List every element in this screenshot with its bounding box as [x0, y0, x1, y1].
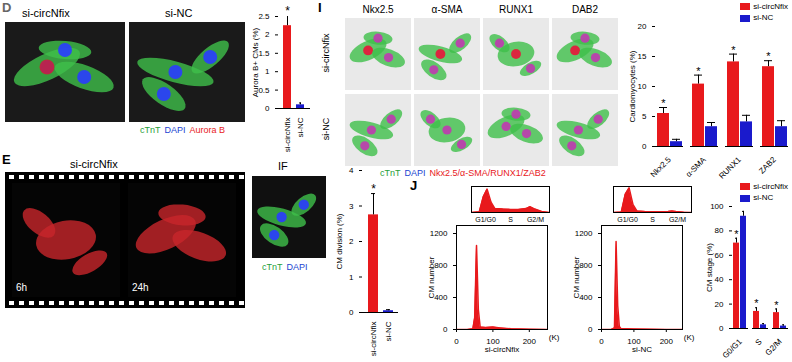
- html-text:si-NC: si-NC: [753, 193, 774, 203]
- html-text:cTnT DAPI: cTnT DAPI: [262, 262, 308, 272]
- html-text:si-circNfix: si-circNfix: [753, 2, 788, 12]
- svg-text:400: 400: [434, 293, 448, 302]
- svg-text:si-NC: si-NC: [296, 117, 305, 137]
- svg-text:2.5: 2.5: [258, 12, 270, 21]
- svg-text:G1/G0: G1/G0: [475, 216, 496, 223]
- svg-text:80: 80: [715, 226, 724, 235]
- html-text:si-circNfix: si-circNfix: [321, 33, 331, 73]
- svg-text:S: S: [650, 216, 655, 223]
- html-text:Nkx2.5: Nkx2.5: [362, 4, 394, 15]
- svg-text:*: *: [696, 65, 701, 77]
- svg-text:10: 10: [638, 82, 647, 91]
- svg-text:100: 100: [710, 202, 724, 211]
- html-text:E: E: [2, 152, 11, 167]
- svg-text:0.5: 0.5: [258, 85, 270, 95]
- svg-text:0: 0: [599, 337, 604, 346]
- svg-text:si-circNfix: si-circNfix: [369, 322, 378, 357]
- html-text:6h: 6h: [16, 282, 28, 293]
- svg-text:*: *: [754, 297, 759, 309]
- html-text:si-NC: si-NC: [165, 7, 193, 19]
- html-text:RUNX1: RUNX1: [499, 4, 533, 15]
- svg-text:Nkx2.5: Nkx2.5: [649, 155, 673, 179]
- svg-text:2: 2: [265, 30, 270, 39]
- svg-text:1: 1: [349, 273, 354, 282]
- svg-text:G2/M: G2/M: [764, 337, 784, 357]
- svg-text:*: *: [766, 50, 771, 62]
- svg-text:(K): (K): [549, 333, 560, 342]
- svg-text:15: 15: [638, 52, 647, 61]
- svg-text:si-circNfix: si-circNfix: [283, 118, 292, 153]
- svg-text:400: 400: [579, 293, 593, 302]
- svg-text:40: 40: [715, 275, 724, 284]
- svg-text:*: *: [371, 182, 376, 196]
- svg-text:CM stage (%): CM stage (%): [705, 243, 714, 292]
- svg-text:α-SMA: α-SMA: [684, 155, 708, 179]
- svg-text:60: 60: [715, 251, 724, 260]
- svg-text:CM division (%): CM division (%): [335, 213, 344, 269]
- svg-text:*: *: [774, 299, 779, 311]
- svg-text:20: 20: [715, 300, 724, 309]
- svg-text:Aurora B+ CMs (%): Aurora B+ CMs (%): [251, 27, 260, 97]
- html-text:si-NC: si-NC: [321, 117, 331, 141]
- svg-text:20: 20: [638, 22, 647, 31]
- svg-text:1: 1: [265, 67, 270, 76]
- svg-text:S: S: [508, 216, 513, 223]
- svg-text:si-NC: si-NC: [632, 345, 652, 354]
- html-text:α-SMA: α-SMA: [431, 4, 463, 15]
- svg-text:0: 0: [642, 142, 647, 151]
- html-text:D: D: [2, 0, 12, 15]
- html-text:si-circNfix: si-circNfix: [753, 182, 788, 192]
- html-text:J: J: [410, 178, 418, 193]
- svg-text:0: 0: [265, 104, 270, 113]
- html-text:cTnT DAPI Aurora B: cTnT DAPI Aurora B: [140, 125, 226, 135]
- svg-text:*: *: [285, 4, 290, 18]
- svg-text:G2/M: G2/M: [669, 216, 686, 223]
- svg-text:ZAB2: ZAB2: [757, 155, 778, 176]
- svg-text:800: 800: [434, 261, 448, 270]
- svg-text:200: 200: [523, 337, 537, 346]
- html-text:si-circNfix: si-circNfix: [22, 7, 70, 19]
- svg-text:5: 5: [642, 112, 647, 121]
- svg-text:*: *: [734, 228, 739, 240]
- svg-text:100: 100: [486, 337, 500, 347]
- svg-text:1200: 1200: [430, 229, 448, 238]
- svg-text:0: 0: [454, 337, 459, 346]
- html-text:si-NC: si-NC: [753, 13, 774, 23]
- svg-text:3: 3: [349, 202, 354, 211]
- svg-text:1200: 1200: [575, 229, 593, 238]
- svg-text:0: 0: [588, 325, 593, 334]
- svg-text:*: *: [661, 97, 666, 109]
- svg-text:800: 800: [579, 261, 593, 270]
- html-text:IF: IF: [278, 160, 288, 172]
- svg-text:200: 200: [660, 337, 674, 346]
- svg-text:0: 0: [719, 324, 724, 333]
- svg-text:100: 100: [627, 337, 641, 347]
- svg-text:4: 4: [349, 166, 354, 175]
- svg-text:*: *: [731, 44, 736, 56]
- svg-text:RUNX1: RUNX1: [717, 155, 743, 181]
- html-text:si-circNfix: si-circNfix: [70, 158, 118, 170]
- html-text:24h: 24h: [132, 282, 149, 293]
- svg-text:CM number: CM number: [572, 256, 581, 298]
- svg-text:si-circNfix: si-circNfix: [485, 345, 520, 354]
- svg-text:G0/G1: G0/G1: [721, 337, 744, 360]
- svg-text:G1/G0: G1/G0: [617, 216, 638, 223]
- svg-text:1.5: 1.5: [258, 48, 270, 58]
- svg-text:si-NC: si-NC: [384, 321, 393, 341]
- svg-text:(K): (K): [684, 333, 695, 342]
- svg-text:CM number: CM number: [427, 256, 436, 298]
- svg-text:G2/M: G2/M: [527, 216, 544, 223]
- html-text:cTnT DAPI Nkx2.5/α-SMA/RUNX1/Z: cTnT DAPI Nkx2.5/α-SMA/RUNX1/ZAB2: [380, 168, 546, 178]
- svg-text:S: S: [754, 337, 764, 347]
- svg-text:Cardiomyocytes (%): Cardiomyocytes (%): [628, 50, 637, 122]
- svg-text:0: 0: [349, 308, 354, 317]
- svg-text:0: 0: [443, 325, 448, 334]
- html-text:DAB2: DAB2: [571, 4, 599, 15]
- svg-text:2: 2: [349, 237, 354, 246]
- html-text:I: I: [318, 0, 322, 15]
